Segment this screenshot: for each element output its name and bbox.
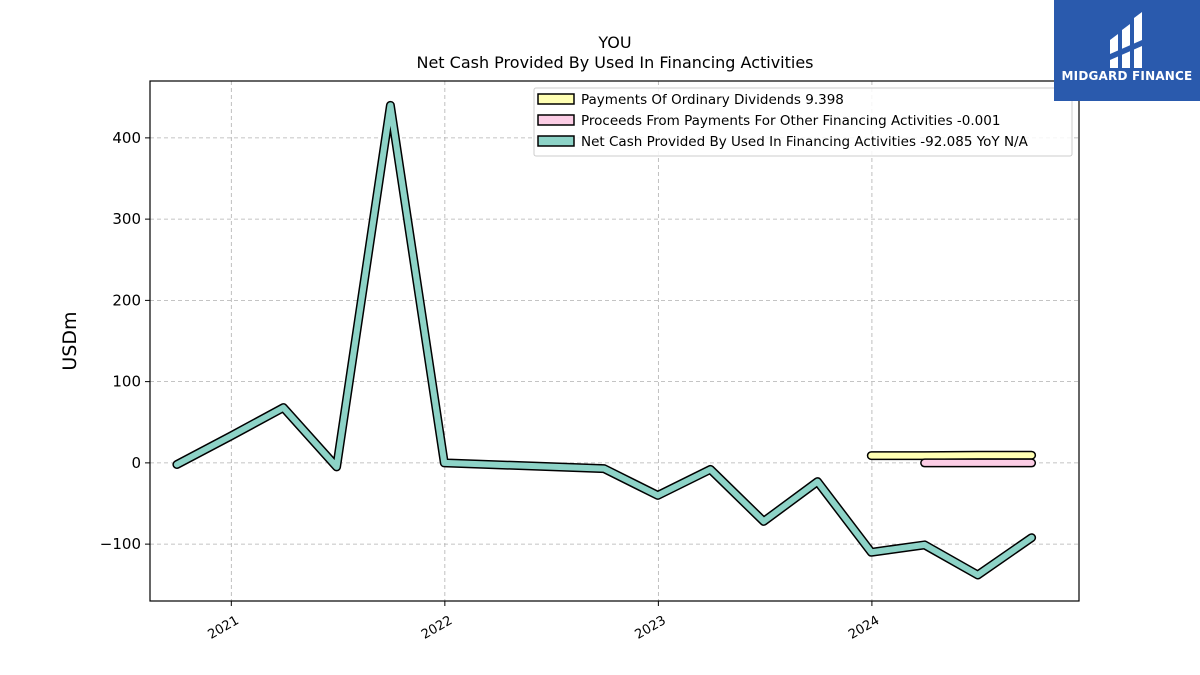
y-tick-label: 100 — [112, 373, 141, 391]
y-axis-label: USDm — [59, 311, 81, 370]
brand-name: MIDGARD FINANCE — [1061, 69, 1193, 83]
legend-label: Net Cash Provided By Used In Financing A… — [581, 134, 1029, 150]
y-tick-label: −100 — [100, 535, 141, 553]
y-tick-label: 0 — [131, 454, 141, 472]
series-3 — [172, 100, 1037, 580]
grid-lines — [150, 81, 1079, 601]
brand-logo: MIDGARD FINANCE — [1054, 0, 1200, 101]
chart-title: YOU — [597, 33, 631, 52]
y-tick-label: 300 — [112, 210, 141, 228]
x-tick-label: 2022 — [419, 613, 455, 643]
axis-ticks: 400 300 200 100 0 −100 2021 2022 2023 2024 — [100, 129, 882, 643]
legend-swatch — [537, 135, 575, 147]
chart-title-group: YOU Net Cash Provided By Used In Financi… — [416, 33, 813, 72]
legend: Payments Of Ordinary Dividends 9.398 Proc… — [533, 87, 1073, 157]
legend-label: Payments Of Ordinary Dividends 9.398 — [581, 92, 844, 108]
series-line — [173, 102, 1035, 578]
midgard-logo-icon — [1110, 12, 1142, 68]
legend-box — [533, 87, 1073, 157]
legend-swatch — [537, 93, 575, 105]
x-tick-label: 2021 — [205, 613, 241, 643]
x-tick-label: 2024 — [846, 613, 882, 643]
x-tick-label: 2023 — [633, 613, 669, 643]
plot-frame — [149, 80, 1080, 602]
series-line-outline — [172, 100, 1037, 580]
series-lines — [172, 100, 1037, 580]
legend-swatch — [537, 114, 575, 126]
y-tick-label: 400 — [112, 129, 141, 147]
y-tick-label: 200 — [112, 291, 141, 309]
series-1 — [866, 450, 1037, 461]
legend-label: Proceeds From Payments For Other Financi… — [581, 113, 1000, 129]
chart-subtitle: Net Cash Provided By Used In Financing A… — [416, 53, 813, 72]
